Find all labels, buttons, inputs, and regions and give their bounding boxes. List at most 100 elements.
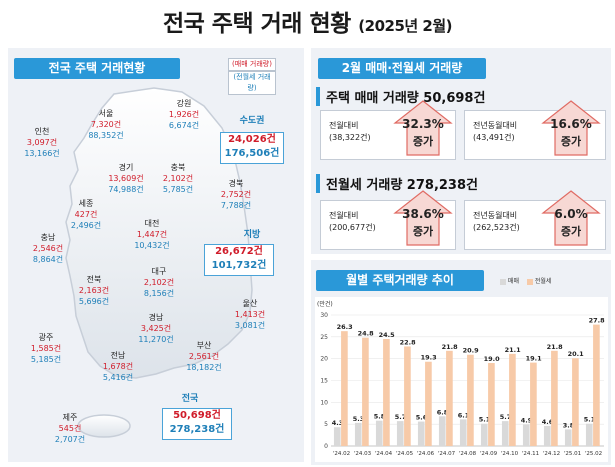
- legend-swatch-sale: [500, 278, 506, 285]
- data-label-jeonse: 20.1: [568, 350, 585, 358]
- data-label-jeonse: 22.8: [400, 338, 417, 346]
- region-gangwon: 강원 1,926건 6,674건: [168, 99, 200, 130]
- jeonse-yoy-pct: 6.0%: [554, 207, 588, 221]
- y-tick-label: 5: [324, 421, 328, 428]
- up-arrow-icon: [541, 190, 601, 246]
- bar-sale: [459, 419, 467, 446]
- jeju-island: [77, 414, 131, 438]
- sale-title: 주택 매매 거래량 50,698건: [316, 87, 485, 106]
- capital-box: 24,026건 176,506건: [220, 132, 284, 164]
- bar-sale: [585, 423, 593, 446]
- korea-map: [65, 87, 253, 438]
- jeonse-yoy-dir: 증가: [560, 225, 582, 238]
- data-label-jeonse: 21.8: [547, 343, 564, 351]
- bar-sale: [333, 427, 341, 446]
- region-busan: 부산 2,561건 18,182건: [186, 341, 222, 372]
- sale-mom-card: 전월대비 (38,322건) 32.3% 증가: [320, 100, 456, 160]
- y-tick-label: 10: [320, 399, 328, 406]
- bar-jeonse: [551, 350, 558, 446]
- jeonse-title: 전월세 거래량 278,238건: [316, 174, 478, 193]
- bar-jeonse: [488, 363, 495, 446]
- bar-jeonse: [425, 361, 432, 446]
- region-daegu: 대구 2,102건 8,156건: [143, 267, 175, 298]
- local-label: 지방: [243, 230, 261, 240]
- data-label-sale: 5.6: [416, 414, 428, 422]
- sale-mom-pct: 32.3%: [402, 117, 444, 131]
- legend-jeonse: (전월세 거래량): [228, 71, 276, 95]
- bar-sale: [354, 422, 362, 446]
- data-label-jeonse: 27.8: [589, 317, 606, 325]
- up-arrow-icon: [541, 100, 601, 156]
- data-label-sale: 5.7: [500, 413, 512, 421]
- region-daejeon: 대전 1,447건 10,432건: [134, 219, 170, 250]
- x-tick-label: '24.05: [396, 451, 414, 457]
- up-arrow-icon: [393, 190, 453, 246]
- y-tick-label: 30: [320, 312, 328, 319]
- data-label-sale: 5.3: [353, 415, 365, 423]
- x-tick-label: '24.08: [459, 451, 477, 457]
- region-gwangju: 광주 1,585건 5,185건: [30, 333, 62, 364]
- data-label-jeonse: 24.8: [358, 330, 375, 338]
- left-header: 전국 주택 거래현황: [14, 58, 180, 79]
- region-gyeonggi: 경기 13,609건 74,988건: [108, 163, 144, 194]
- data-label-sale: 4.9: [521, 417, 533, 425]
- x-tick-label: '24.06: [417, 451, 435, 457]
- x-tick-label: '24.04: [375, 451, 393, 457]
- data-label-jeonse: 19.0: [484, 355, 501, 363]
- region-gyeongnam: 경남 3,425건 11,270건: [138, 313, 174, 344]
- legend-sale: (매매 거래량): [228, 58, 276, 71]
- legend-sale-label: 매매: [507, 278, 519, 285]
- data-label-jeonse: 21.1: [505, 346, 522, 354]
- bar-sale: [396, 421, 404, 446]
- bar-jeonse: [404, 346, 411, 446]
- x-tick-label: '25.01: [564, 451, 581, 457]
- sale-yoy-dir: 증가: [560, 135, 582, 148]
- jeonse-yoy-card: 전년동월대비 (262,523건) 6.0% 증가: [464, 190, 606, 250]
- y-tick-label: 25: [320, 334, 328, 341]
- bar-jeonse: [593, 324, 600, 446]
- data-label-sale: 6.1: [458, 411, 470, 419]
- data-label-jeonse: 21.8: [442, 343, 459, 351]
- title-sub: (2025년 2월): [358, 17, 453, 35]
- capital-label: 수도권: [239, 116, 265, 126]
- data-label-sale: 4.6: [542, 418, 554, 426]
- x-tick-label: '24.07: [438, 451, 456, 457]
- bar-sale: [522, 424, 530, 446]
- x-tick-label: '24.10: [501, 451, 519, 457]
- data-label-jeonse: 19.3: [421, 354, 437, 362]
- data-label-jeonse: 26.3: [337, 323, 353, 331]
- chart-legend: 매매 전월세: [500, 276, 551, 285]
- region-chungbuk: 충북 2,102건 5,785건: [162, 163, 194, 194]
- bar-sale: [543, 425, 551, 446]
- region-chungnam: 충남 2,546건 8,864건: [32, 233, 64, 264]
- bar-jeonse: [383, 339, 390, 446]
- data-label-jeonse: 24.5: [379, 331, 396, 339]
- x-tick-label: '24.09: [480, 451, 498, 457]
- bar-sale: [438, 416, 446, 446]
- jeonse-mom-dir: 증가: [412, 225, 434, 238]
- chart-area: (만건) 0 5 10 15 20 25 30 4.3 26.3 '24.02 5.3 24.8 '24.…: [315, 297, 608, 462]
- bar-jeonse: [341, 331, 348, 446]
- bar-jeonse: [572, 358, 579, 446]
- region-jeonnam: 전남 1,678건 5,416건: [102, 351, 134, 382]
- up-arrow-icon: [393, 100, 453, 156]
- nation-box: 50,698건 278,238건: [162, 408, 232, 440]
- bar-chart: (만건) 0 5 10 15 20 25 30 4.3 26.3 '24.02 5.3 24.8 '24.…: [317, 300, 606, 457]
- y-tick-label: 0: [324, 443, 328, 450]
- bar-jeonse: [509, 353, 516, 446]
- bar-sale: [480, 423, 488, 446]
- region-gyeongbuk: 경북 2,752건 7,788건: [220, 179, 252, 210]
- data-label-jeonse: 19.1: [526, 355, 543, 363]
- chart-header: 월별 주택거래량 추이: [316, 270, 484, 291]
- sale-yoy-card: 전년동월대비 (43,491건) 16.6% 증가: [464, 100, 606, 160]
- bar-jeonse: [530, 362, 537, 446]
- bar-jeonse: [446, 350, 453, 446]
- x-tick-label: '25.02: [585, 451, 602, 457]
- region-jeju: 제주 545건 2,707건: [54, 413, 86, 444]
- data-label-sale: 6.8: [437, 408, 449, 416]
- bar-sale: [375, 420, 383, 446]
- region-ulsan: 울산 1,413건 3,081건: [234, 299, 266, 330]
- sale-yoy-pct: 16.6%: [550, 117, 592, 131]
- data-label-sale: 5.7: [395, 413, 407, 421]
- title-main: 전국 주택 거래 현황: [162, 11, 351, 37]
